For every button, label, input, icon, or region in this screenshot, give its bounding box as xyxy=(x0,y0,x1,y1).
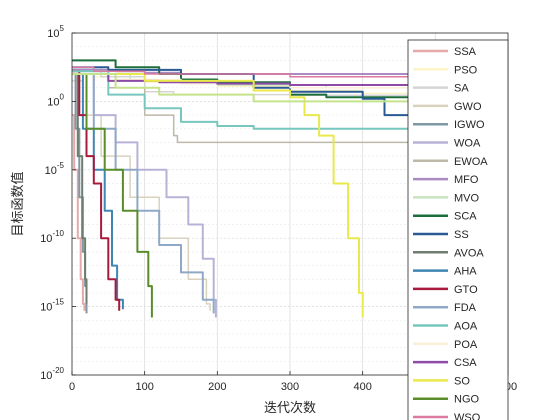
series-line-aoa xyxy=(72,70,437,130)
legend-label: SSA xyxy=(454,46,477,58)
x-tick-label: 400 xyxy=(353,381,371,393)
series-line-avoa xyxy=(72,73,88,304)
legend-label: AHA xyxy=(454,266,477,278)
series-lines xyxy=(72,59,437,318)
y-axis-label: 目标函数值 xyxy=(10,171,25,236)
legend-box xyxy=(407,39,509,420)
y-tick-exponent: -15 xyxy=(52,298,64,307)
series-line-aft xyxy=(72,73,437,105)
legend-label: IGWO xyxy=(454,119,485,131)
y-tick-exponent: 0 xyxy=(60,92,65,101)
series-line-sca xyxy=(72,59,437,100)
legend-label: SS xyxy=(454,229,469,241)
series-line-ngo xyxy=(72,73,153,318)
legend-label: POA xyxy=(454,339,478,351)
series-line-ssa xyxy=(72,114,86,311)
legend-label: MFO xyxy=(454,174,479,186)
legend-label: AVOA xyxy=(454,247,484,259)
y-tick-exponent: -5 xyxy=(57,161,65,170)
y-tick-exponent: -20 xyxy=(52,366,64,375)
legend-label: WSO xyxy=(454,412,481,420)
legend-label: AOA xyxy=(454,321,478,333)
legend: SSA PSO SA GWO IGWO WOA EWOA MFO MVO SCA SS AVOA AHA… xyxy=(407,39,509,420)
legend-label: WOA xyxy=(454,138,481,150)
legend-label: SO xyxy=(454,375,470,387)
legend-label: EWOA xyxy=(454,156,488,168)
series-line-wso xyxy=(72,66,437,79)
legend-label: MVO xyxy=(454,192,480,204)
series-line-gto xyxy=(72,70,121,311)
series-line-gwo xyxy=(72,80,211,311)
series-line-csa xyxy=(72,73,437,87)
legend-label: NGO xyxy=(454,394,480,406)
legend-label: CSA xyxy=(454,357,477,369)
x-tick-label: 300 xyxy=(281,381,299,393)
y-tick-exponent: -10 xyxy=(52,229,64,238)
x-tick-label: 200 xyxy=(208,381,226,393)
series-line-so xyxy=(72,73,364,318)
x-axis-label: 迭代次数 xyxy=(264,400,316,415)
x-tick-label: 0 xyxy=(69,381,75,393)
legend-label: SCA xyxy=(454,211,477,223)
legend-label: FDA xyxy=(454,302,477,314)
legend-label: PSO xyxy=(454,64,478,76)
x-tick-label: 100 xyxy=(135,381,153,393)
legend-label: GTO xyxy=(454,284,478,296)
legend-label: SA xyxy=(454,83,469,95)
legend-label: GWO xyxy=(454,101,482,113)
y-tick-exponent: 5 xyxy=(60,24,65,33)
series-line-woa xyxy=(72,73,217,318)
